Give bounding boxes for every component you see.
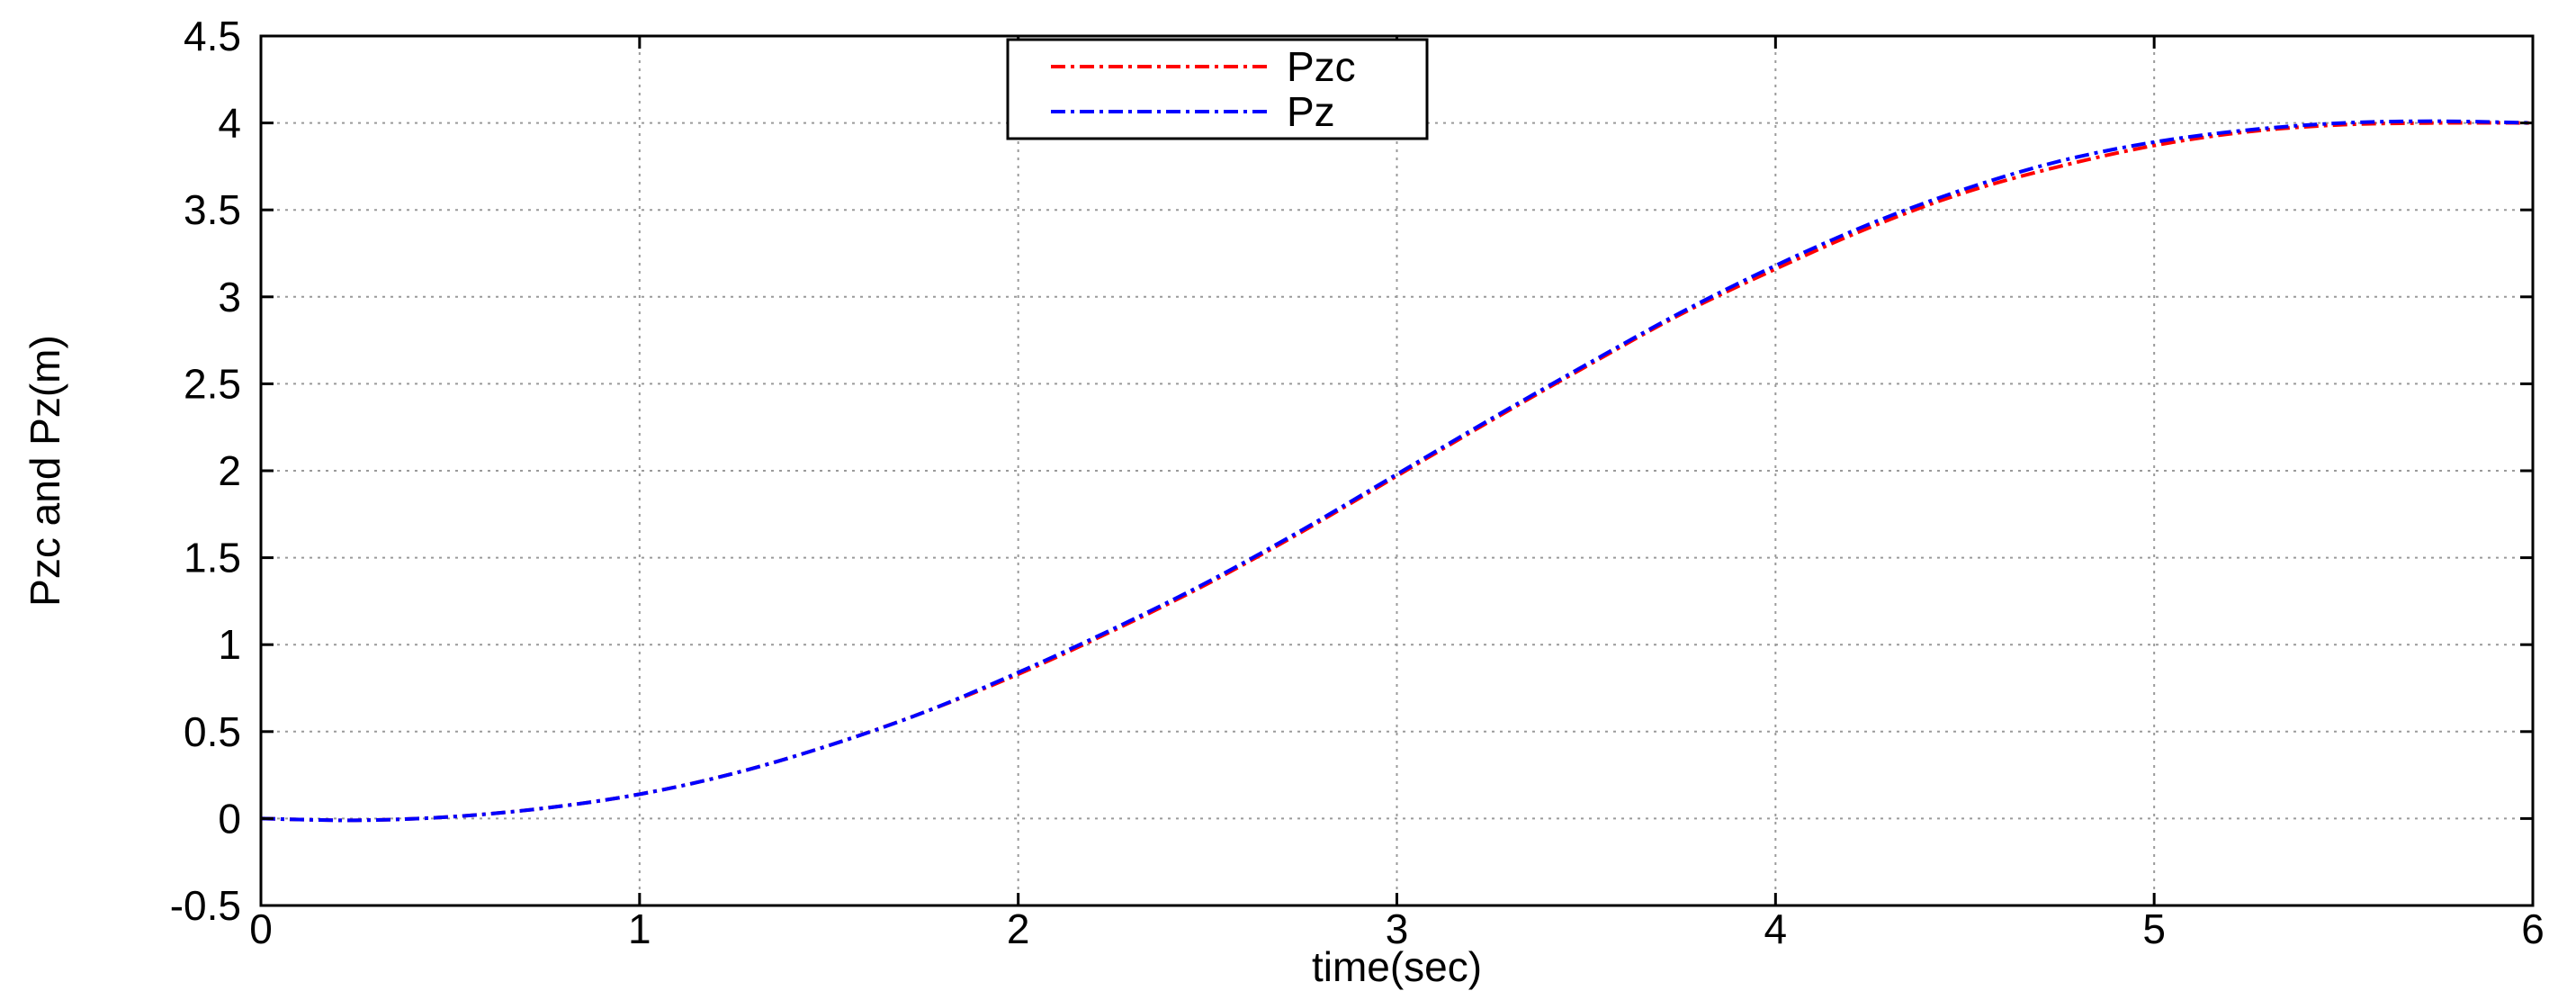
series-line-pz (260, 119, 2534, 823)
x-tick-label: 4 (1764, 905, 1788, 952)
y-tick-label: -0.5 (170, 882, 241, 929)
y-tick-label: 2 (218, 447, 241, 494)
x-tick-label: 6 (2521, 905, 2545, 952)
x-tick-label: 0 (249, 905, 273, 952)
y-tick-labels: -0.5 0 0.5 1 1.5 2 2.5 3 3.5 4 4.5 (170, 13, 241, 929)
x-tick-labels: 0 1 2 3 4 5 6 (249, 905, 2545, 952)
y-tick-label: 4 (218, 100, 241, 147)
x-tick-label: 1 (628, 905, 651, 952)
x-axis-label: time(sec) (1312, 943, 1482, 990)
x-tick-label: 2 (1007, 905, 1030, 952)
x-tick-label: 5 (2142, 905, 2166, 952)
legend: Pzc Pz (1006, 38, 1429, 140)
y-tick-label: 2.5 (184, 360, 241, 407)
y-tick-label: 1.5 (184, 535, 241, 581)
series-layer (260, 119, 2534, 823)
y-tick-label: 0.5 (184, 708, 241, 755)
y-axis-label: Pzc and Pz(m) (22, 335, 68, 607)
legend-label-pz: Pz (1287, 88, 1335, 135)
y-tick-label: 1 (218, 621, 241, 668)
y-tick-label: 3.5 (184, 186, 241, 233)
y-tick-label: 0 (218, 795, 241, 842)
y-tick-label: 3 (218, 274, 241, 320)
x-tick-label: 3 (1386, 905, 1409, 952)
y-tick-label: 4.5 (184, 13, 241, 59)
legend-label-pzc: Pzc (1287, 43, 1356, 90)
legend-box (1006, 38, 1429, 140)
